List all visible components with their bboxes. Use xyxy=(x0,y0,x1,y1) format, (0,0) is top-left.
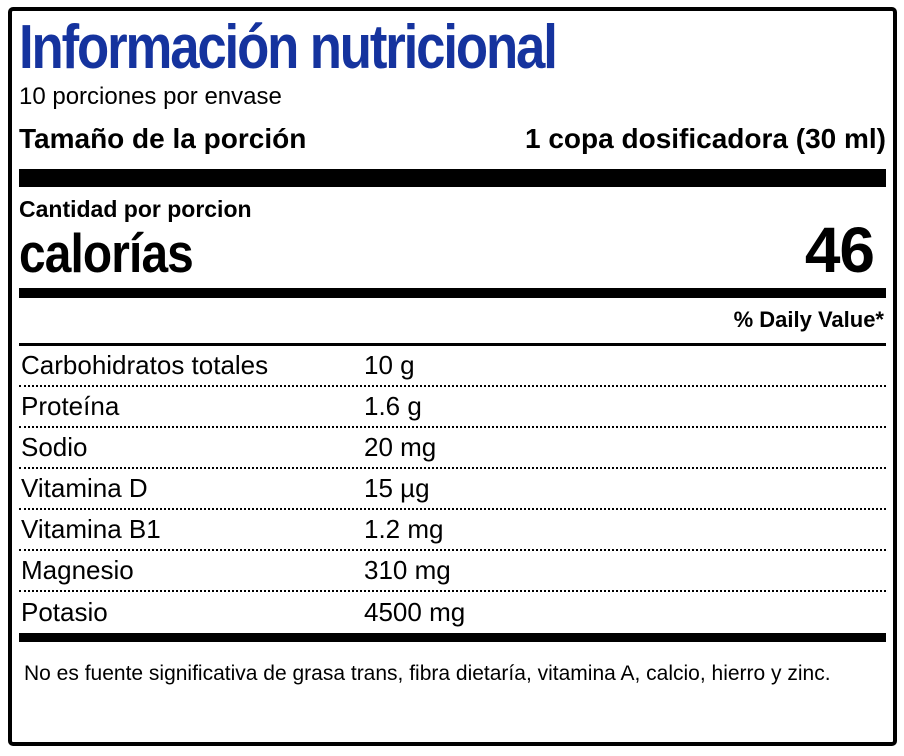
table-row-vitamina-b1: Vitamina B1 1.2 mg xyxy=(19,510,886,552)
footnote-text: No es fuente significativa de grasa tran… xyxy=(24,662,831,686)
thin-rule xyxy=(19,343,886,347)
nutrient-name: Vitamina D xyxy=(21,473,148,504)
nutrient-amount: 1.2 mg xyxy=(364,514,444,545)
serving-size-label: Tamaño de la porción xyxy=(19,123,307,155)
daily-value-header: % Daily Value* xyxy=(733,307,884,333)
nutrient-name: Magnesio xyxy=(21,555,134,586)
serving-size-value: 1 copa dosificadora (30 ml) xyxy=(525,123,886,155)
table-row-potasio: Potasio 4500 mg xyxy=(19,592,886,633)
table-row-sodio: Sodio 20 mg xyxy=(19,428,886,470)
nutrient-name: Vitamina B1 xyxy=(21,514,161,545)
table-row-magnesio: Magnesio 310 mg xyxy=(19,551,886,593)
nutrition-label: Información nutricional 10 porciones por… xyxy=(8,7,897,746)
calories-value: 46 xyxy=(804,214,875,287)
nutrient-name: Sodio xyxy=(21,432,88,463)
nutrient-amount: 310 mg xyxy=(364,555,451,586)
table-row-carbohidratos: Carbohidratos totales 10 g xyxy=(19,346,886,388)
medium-separator-bar xyxy=(19,288,886,299)
calories-row: calorías 46 xyxy=(19,218,886,285)
label-title: Información nutricional xyxy=(19,13,558,82)
serving-size-row: Tamaño de la porción 1 copa dosificadora… xyxy=(19,123,886,155)
nutrient-amount: 4500 mg xyxy=(364,597,466,628)
nutrient-amount: 20 mg xyxy=(364,432,437,463)
nutrient-name: Carbohidratos totales xyxy=(21,350,269,381)
nutrient-amount: 15 µg xyxy=(364,473,430,504)
table-row-vitamina-d: Vitamina D 15 µg xyxy=(19,469,886,511)
nutrient-amount: 1.6 g xyxy=(364,391,422,422)
nutrient-name: Proteína xyxy=(21,391,120,422)
servings-per-container: 10 porciones por envase xyxy=(19,83,282,111)
thick-separator-bar-top xyxy=(19,168,886,187)
thick-separator-bar-bottom xyxy=(19,633,886,643)
calories-label: calorías xyxy=(19,222,194,285)
amount-per-serving-label: Cantidad por porcion xyxy=(19,195,252,222)
table-row-proteina: Proteína 1.6 g xyxy=(19,387,886,429)
nutrient-amount: 10 g xyxy=(364,350,415,381)
nutrient-table: Carbohidratos totales 10 g Proteína 1.6 … xyxy=(19,346,886,633)
nutrient-name: Potasio xyxy=(21,597,108,628)
